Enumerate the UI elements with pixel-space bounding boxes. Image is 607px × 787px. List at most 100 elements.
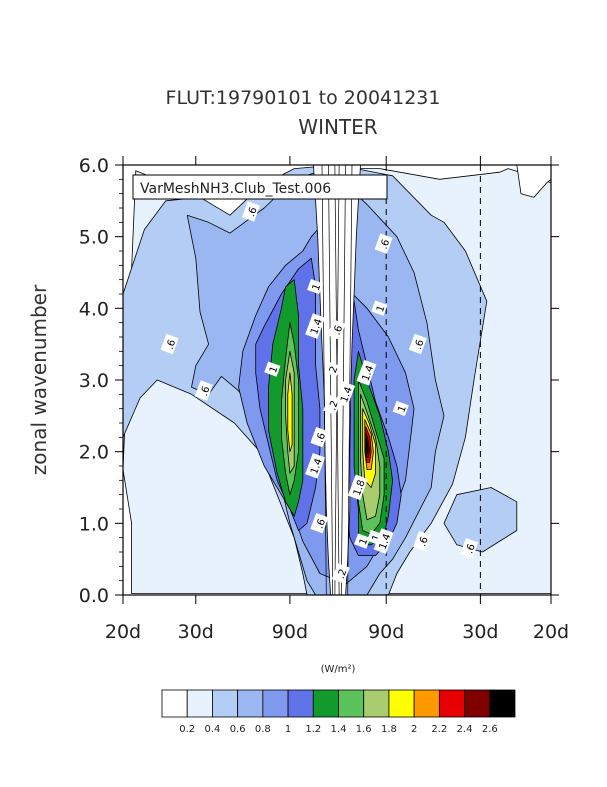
contour-region — [516, 165, 551, 198]
contour-label-bg — [335, 381, 356, 407]
colorbar-label: 1 — [285, 724, 291, 735]
contour-label-bg — [305, 313, 326, 339]
contour-label: 1.4 — [309, 317, 325, 336]
contour-label-bg — [347, 474, 368, 501]
colorbar-label: 2.2 — [431, 724, 447, 735]
x-tick-label: 20d — [105, 621, 141, 643]
contour-label-bg — [264, 361, 281, 377]
contour-label-bg — [305, 453, 326, 479]
x-tick-label: 20d — [533, 621, 569, 643]
colorbar-swatch — [338, 689, 365, 718]
colorbar-label: 0.2 — [179, 724, 195, 735]
contour-label: .6 — [314, 431, 328, 444]
contour-line — [334, 165, 340, 595]
colorbar-swatch — [237, 689, 264, 718]
contour-label: .6 — [464, 543, 478, 556]
colorbar-swatch — [161, 689, 188, 718]
colorbar-label: 1.2 — [305, 724, 321, 735]
y-tick-label: 0.0 — [79, 585, 109, 607]
colorbar-label: 0.6 — [230, 724, 246, 735]
colorbar-label: 1.4 — [331, 724, 347, 735]
contour-label: 1.4 — [309, 457, 325, 476]
contour-label: 1.8 — [352, 479, 368, 498]
contour-label-bg — [460, 538, 479, 559]
axes: 0.0 1.0 2.0 3.0 4.0 5.0 6.0 20d 30d 90d 90d 30d 20d — [79, 155, 569, 643]
contour-label-bg — [327, 319, 346, 340]
contour-label: .6 — [417, 535, 431, 548]
contour-label-bg — [160, 333, 179, 355]
contour-label: 1.4 — [360, 364, 376, 383]
chart-subtitle: WINTER — [298, 115, 377, 139]
colorbar-label: 1.6 — [356, 724, 372, 735]
colorbar-label: 0.4 — [204, 724, 220, 735]
y-tick-label: 2.0 — [79, 442, 109, 464]
colorbar-label: 2 — [411, 724, 417, 735]
colorbar-swatch — [438, 689, 465, 718]
colorbar-swatch — [388, 689, 415, 718]
colorbar-label: 0.8 — [255, 724, 271, 735]
contour-label-bg — [194, 380, 213, 401]
contour-label: .6 — [314, 517, 328, 530]
y-tick-label: 5.0 — [79, 227, 109, 249]
contour-label-bg — [310, 512, 329, 534]
y-axis-label: zonal wavenumber — [27, 284, 51, 475]
y-tick-label: 3.0 — [79, 370, 109, 392]
colorbar-swatch — [312, 689, 339, 718]
colorbar-swatch — [413, 689, 440, 718]
colorbar-label: 2.6 — [482, 724, 498, 735]
x-tick-label: 90d — [272, 621, 308, 643]
y-tick-label: 4.0 — [79, 298, 109, 320]
contour-label-bg — [373, 528, 394, 554]
contour-label: .6 — [246, 206, 260, 219]
inset-label: VarMeshNH3.Club_Test.006 — [140, 181, 331, 197]
colorbar-swatch — [489, 689, 516, 718]
x-tick-label: 30d — [462, 621, 498, 643]
colorbar-swatch — [464, 689, 491, 718]
contour-line — [340, 165, 346, 595]
contour-region — [287, 372, 293, 453]
contour-label-bg — [356, 359, 377, 386]
contour-label-bg — [354, 533, 371, 549]
chart-title: FLUT:19790101 to 20041231 — [166, 87, 441, 109]
colorbar-swatch — [186, 689, 213, 718]
contour-label: 1 — [311, 282, 324, 292]
contour-label-bg — [331, 563, 350, 584]
y-tick-label: 6.0 — [79, 155, 109, 177]
contour-label: .6 — [332, 324, 346, 337]
colorbar-label: 2.4 — [457, 724, 473, 735]
contour-label-bg — [413, 530, 432, 552]
contour-label: .6 — [379, 238, 393, 251]
x-tick-label: 30d — [178, 621, 214, 643]
contour-label: 1 — [396, 404, 409, 414]
contour-label: 1 — [268, 365, 281, 375]
contour-label: 1 — [371, 533, 384, 543]
contour-label-bg — [371, 300, 388, 316]
contour-label: 1 — [375, 304, 388, 314]
contour-label: 1.4 — [378, 532, 394, 551]
contour-labels: .6.6.6.611.611.4.62 1.41.41.611.811.4.6.6… — [160, 201, 479, 584]
inset-label-box: VarMeshNH3.Club_Test.006 — [132, 174, 388, 200]
x-tick-label: 90d — [368, 621, 404, 643]
contour-label: .2 — [336, 568, 350, 581]
contour-label: .6 — [199, 385, 213, 398]
contour-label-bg — [374, 233, 393, 254]
colorbar-swatch — [212, 689, 239, 718]
contour-field — [123, 165, 551, 595]
colorbar-swatch — [262, 689, 289, 718]
contour-line — [328, 165, 334, 595]
contour-label: 1 — [358, 537, 371, 547]
contour-label-bg — [307, 279, 324, 295]
colorbar-swatch — [363, 689, 390, 718]
contour-label-bg — [324, 361, 341, 377]
contour-label: 2 — [328, 365, 341, 375]
contour-label: 1.4 — [339, 385, 355, 404]
contour-label-bg — [408, 333, 427, 355]
contour-label: .6 — [413, 338, 427, 351]
colorbar: 0.2 0.4 0.6 0.8 1 1.2 1.4 1.6 1.8 2 2.2 2.4 2.6 — [161, 689, 516, 735]
contour-line — [347, 165, 353, 595]
contour-label-bg — [392, 400, 409, 417]
y-tick-label: 1.0 — [79, 513, 109, 535]
contour-label: .6 — [165, 338, 179, 351]
units-label: (W/m²) — [321, 664, 356, 675]
